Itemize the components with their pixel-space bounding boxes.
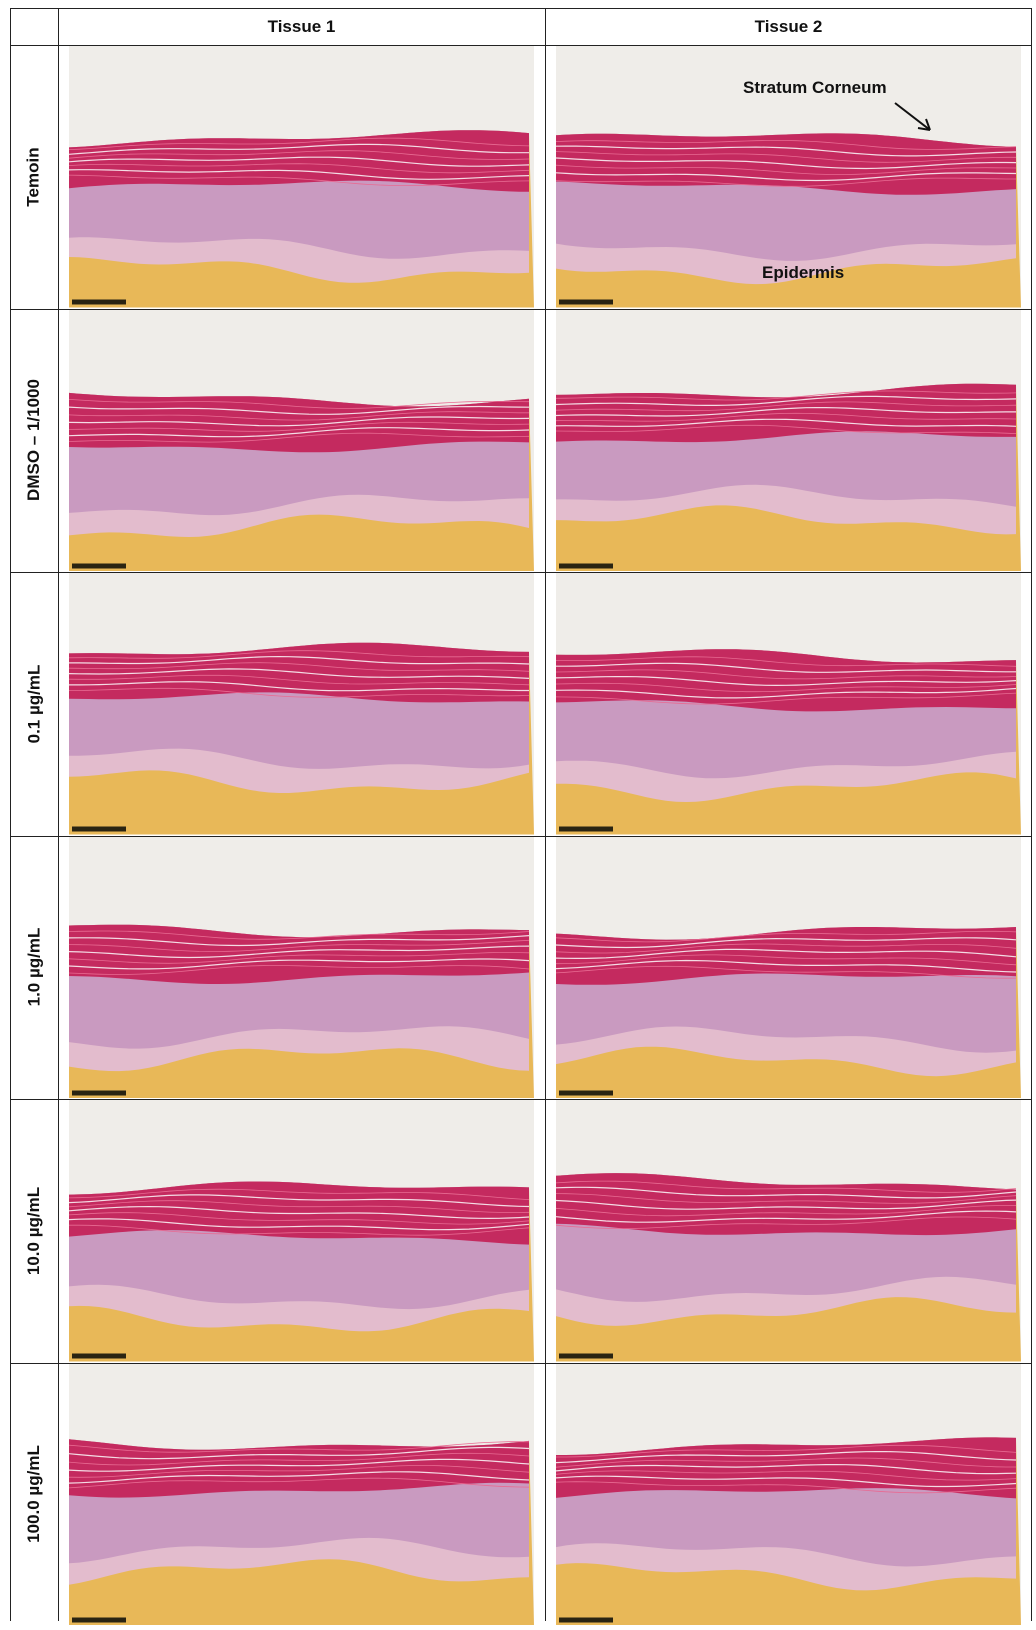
arrow: [890, 98, 950, 148]
grid-line: [58, 8, 59, 1621]
grid-line: [545, 8, 546, 1621]
row-label: 10.0 µg/mL: [10, 1099, 58, 1363]
tissue-image: [69, 573, 534, 835]
row-label-text: Temoin: [24, 147, 44, 206]
annotation: Epidermis: [762, 263, 844, 283]
tissue-image: [69, 46, 534, 308]
tissue-image: [556, 1100, 1021, 1362]
tissue-image: [556, 837, 1021, 1099]
image-cell: [556, 1364, 1021, 1630]
image-cell: [556, 310, 1021, 577]
row-label-text: 1.0 µg/mL: [24, 928, 44, 1007]
tissue-image: [69, 1100, 534, 1362]
tissue-image: [556, 573, 1021, 835]
row-label: DMSO – 1/1000: [10, 309, 58, 573]
column-header: Tissue 2: [545, 8, 1032, 45]
image-cell: [556, 573, 1021, 840]
row-label-text: 0.1 µg/mL: [24, 664, 44, 743]
row-label: Temoin: [10, 45, 58, 309]
tissue-image: [69, 310, 534, 572]
grid-line: [1031, 8, 1032, 1621]
tissue-image: [556, 310, 1021, 572]
row-label: 0.1 µg/mL: [10, 572, 58, 836]
column-header: Tissue 1: [58, 8, 545, 45]
row-label: 100.0 µg/mL: [10, 1363, 58, 1627]
image-cell: [69, 573, 534, 840]
tissue-image: [69, 837, 534, 1099]
row-label-text: 10.0 µg/mL: [24, 1187, 44, 1275]
tissue-image: [556, 1364, 1021, 1626]
image-cell: [69, 1100, 534, 1367]
image-cell: [69, 46, 534, 313]
tissue-image: [69, 1364, 534, 1626]
image-cell: [69, 310, 534, 577]
image-cell: [69, 1364, 534, 1630]
image-cell: [69, 837, 534, 1104]
row-label: 1.0 µg/mL: [10, 836, 58, 1100]
image-cell: [556, 1100, 1021, 1367]
image-cell: [556, 837, 1021, 1104]
row-label-text: DMSO – 1/1000: [24, 379, 44, 501]
annotation: Stratum Corneum: [743, 78, 887, 98]
row-label-text: 100.0 µg/mL: [24, 1445, 44, 1543]
